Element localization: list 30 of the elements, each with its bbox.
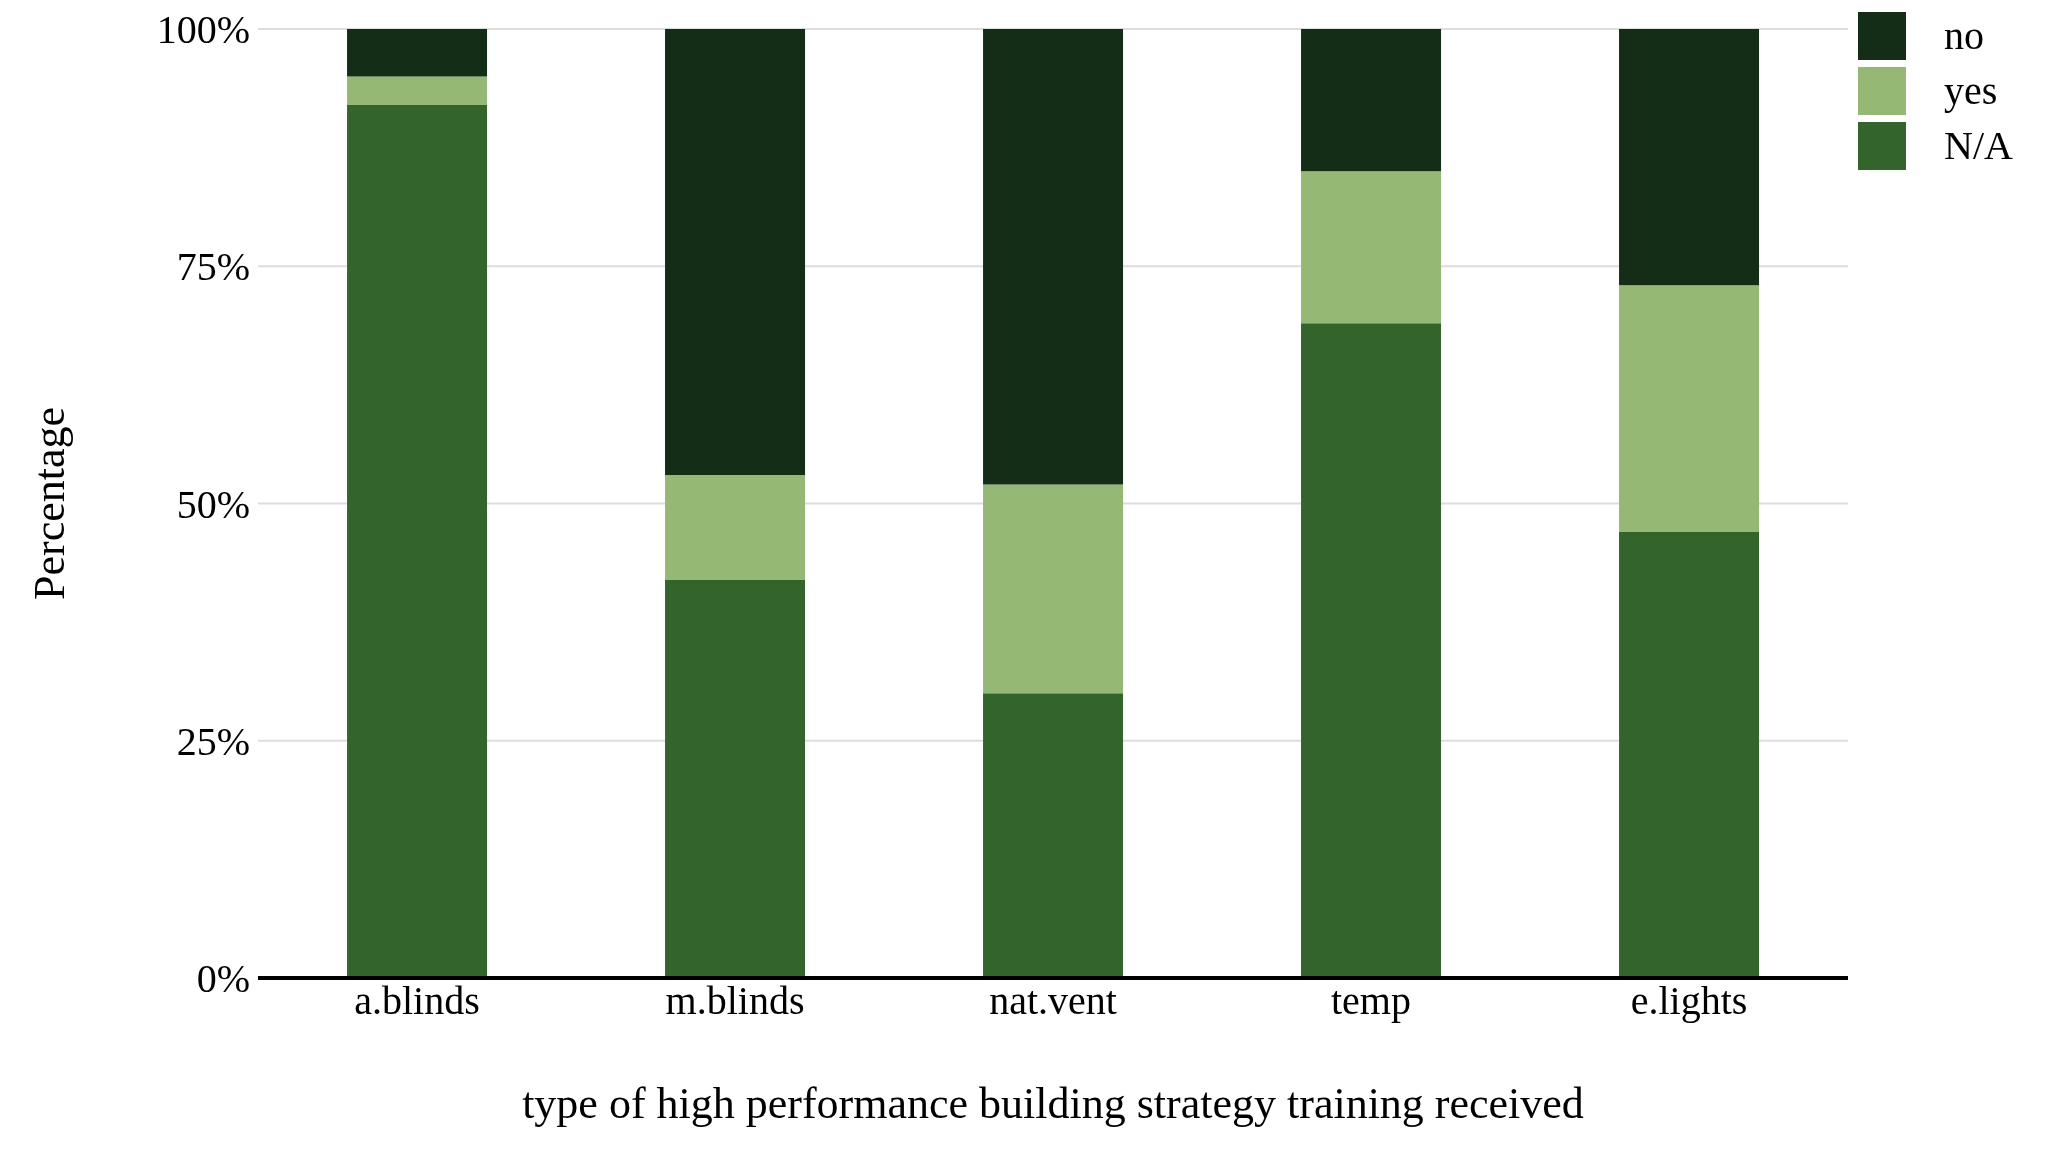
bar [1619, 29, 1760, 286]
bar [1619, 285, 1760, 532]
y-tick-label: 100% [156, 7, 250, 53]
x-axis-title: type of high performance building strategy training received [522, 1079, 1584, 1128]
bar [665, 29, 806, 476]
x-tick-label: m.blinds [665, 978, 805, 1024]
bar [1619, 531, 1760, 978]
legend-label: no [1944, 12, 1984, 59]
bar [1301, 29, 1442, 172]
x-tick-label: temp [1331, 978, 1411, 1024]
legend-label: yes [1944, 67, 1998, 114]
bar [983, 693, 1124, 978]
bar [1301, 323, 1442, 978]
x-tick-label: a.blinds [354, 978, 480, 1024]
bar [347, 29, 488, 77]
bar [665, 579, 806, 978]
y-axis-title: Percentage [24, 407, 74, 600]
y-tick-label: 50% [176, 481, 250, 527]
y-tick-label: 25% [176, 718, 250, 764]
bar [665, 475, 806, 580]
bar [983, 29, 1124, 485]
legend-label: N/A [1944, 122, 2013, 169]
bar [983, 484, 1124, 694]
x-tick-label: e.lights [1630, 978, 1748, 1024]
x-tick-label: nat.vent [989, 978, 1117, 1024]
bar [347, 104, 488, 978]
bar [347, 76, 488, 105]
y-tick-label: 0% [196, 956, 250, 1002]
y-tick-label: 75% [176, 244, 250, 290]
bar [1301, 171, 1442, 324]
